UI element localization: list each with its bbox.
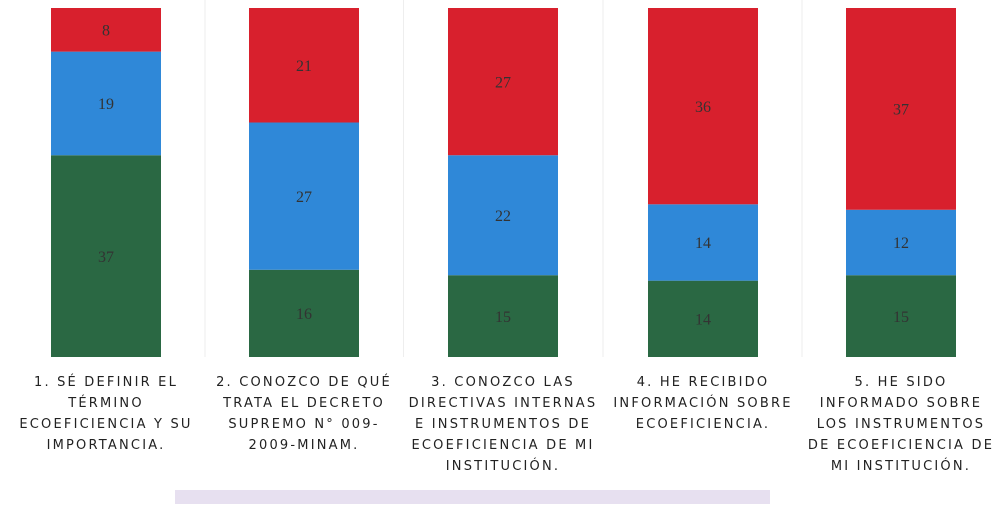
bar-segment [448,275,558,357]
bar-segment [648,280,758,357]
segment-label: 16 [296,306,312,323]
highlight-band [175,490,770,504]
bar-segment [249,8,359,123]
segment-label: 15 [495,309,511,326]
bar-segment [448,155,558,276]
segment-label: 37 [98,249,114,266]
bar-segment [51,8,161,52]
bar-segment [448,8,558,156]
category-label: 1. SÉ DEFINIR EL TÉRMINO ECOEFICIENCIA Y… [19,375,193,453]
segment-label: 19 [98,96,114,113]
bar-segment [846,209,956,276]
category-label: 3. CONOZCO LAS DIRECTIVAS INTERNAS E INS… [408,375,598,474]
category-label: 4. HE RECIBIDO INFORMACIÓN SOBRE ECOEFIC… [613,375,793,432]
bar-segment [51,155,161,357]
chart: 37 19 8 16 27 21 15 22 27 14 14 36 15 12 37 [51,0,956,357]
bar-segment [249,122,359,270]
bar-segment [846,8,956,210]
segment-label: 8 [102,22,110,39]
category-label: 2. CONOZCO DE QUÉ TRATA EL DECRETO SUPRE… [216,375,392,453]
bar-segment [648,204,758,281]
segment-label: 12 [893,235,909,252]
segment-label: 14 [695,235,711,252]
segment-label: 15 [893,309,909,326]
bar-segment [648,8,758,205]
bar-segment [249,269,359,357]
bar-segment [51,51,161,156]
segment-label: 36 [695,99,711,116]
segment-label: 22 [495,208,511,225]
segment-label: 14 [695,312,711,329]
category-label: 5. HE SIDO INFORMADO SOBRE LOS INSTRUMEN… [807,375,995,474]
segment-label: 37 [893,102,909,119]
segment-label: 27 [495,74,511,91]
segment-label: 27 [296,189,312,206]
segment-label: 21 [296,58,312,75]
bar-segment [846,275,956,357]
